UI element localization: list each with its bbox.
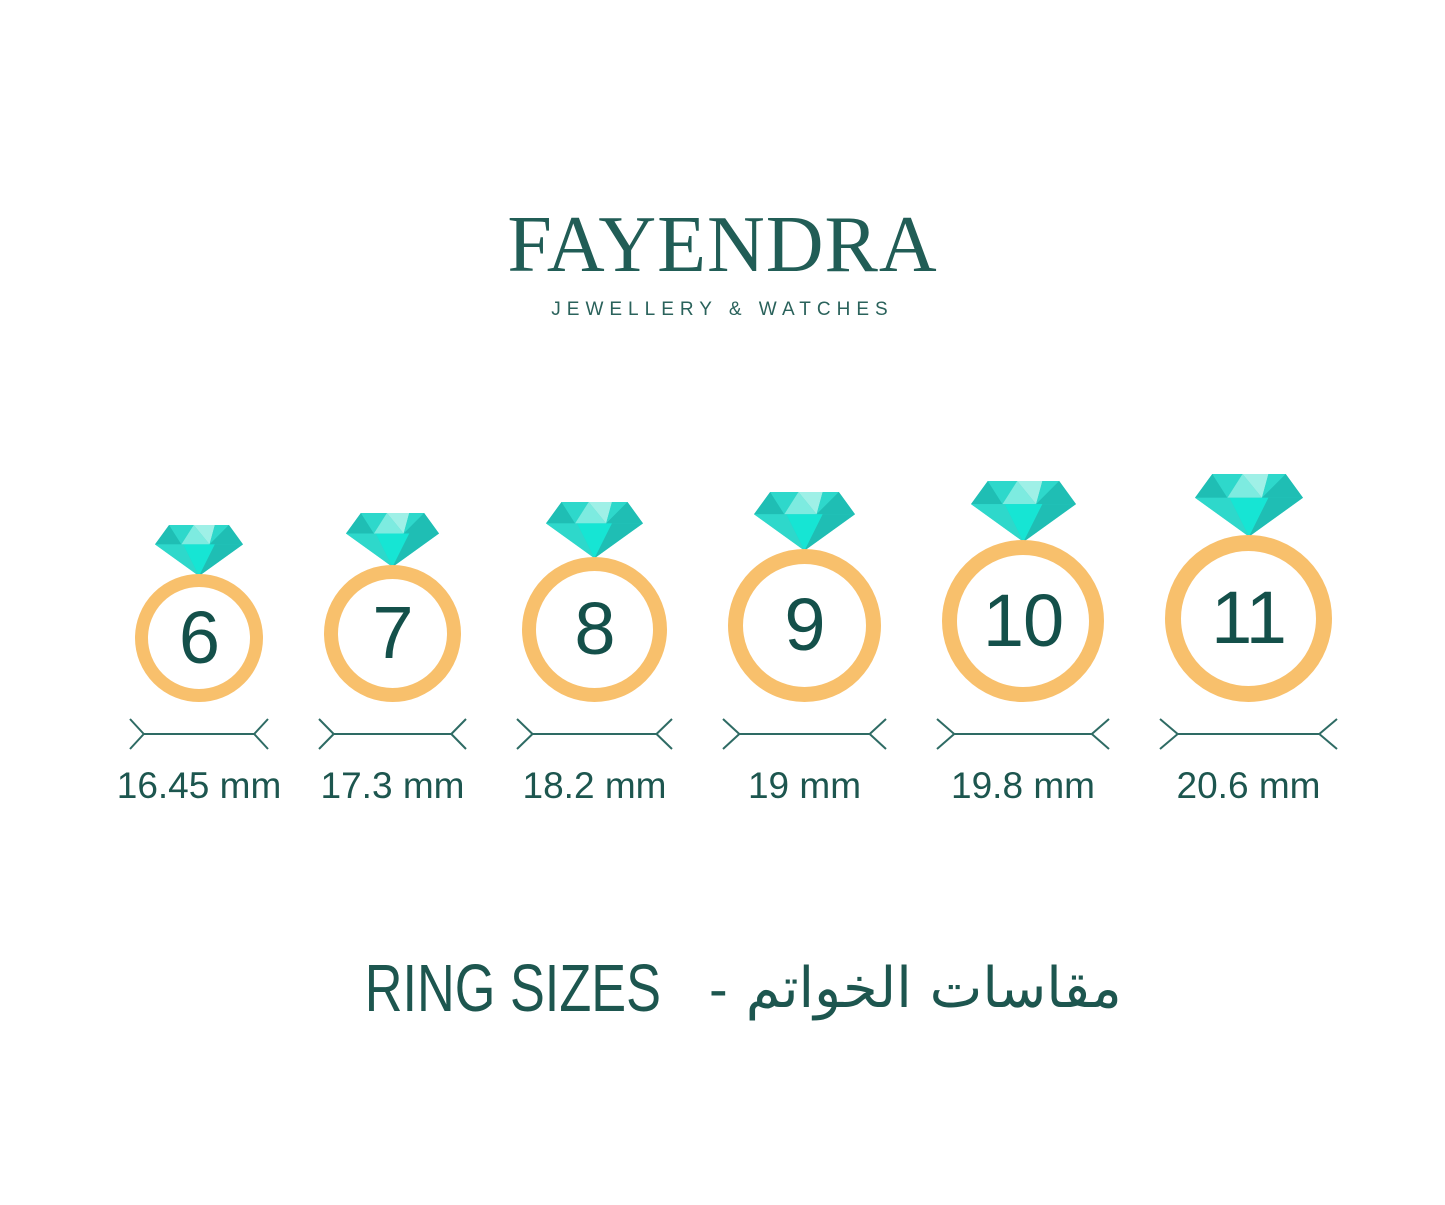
- brand-tagline: JEWELLERY & WATCHES: [551, 299, 894, 320]
- page-title: RING SIZES - مقاسات الخواتم: [0, 950, 1445, 1027]
- title-english: RING SIZES: [365, 951, 662, 1026]
- diamond-icon: [346, 512, 439, 567]
- ring-diameter-label: 20.6 mm: [1176, 764, 1321, 806]
- diameter-arrow-icon: [517, 717, 672, 751]
- ring-size-number: 11: [1211, 576, 1287, 660]
- ring-diameter-label: 19 mm: [747, 764, 862, 806]
- ring-band: 7: [324, 564, 461, 702]
- ring-size-number: 7: [372, 591, 413, 675]
- ring-diameter-label: 19.8 mm: [951, 764, 1095, 806]
- diameter-arrow-icon: [937, 717, 1109, 751]
- ring-figure: 7 17.3 mm: [324, 512, 461, 808]
- brand-name: FAYENDRA: [507, 201, 938, 289]
- ring-diameter-label: 18.2 mm: [522, 764, 667, 806]
- diamond-icon: [754, 492, 855, 551]
- diamond-icon: [546, 502, 643, 559]
- diameter-arrow-icon: [319, 717, 466, 751]
- ring-band: 9: [728, 548, 881, 702]
- title-separator: -: [709, 957, 728, 1020]
- rings-row: 6 16.45 mm: [0, 321, 1445, 808]
- brand-logo: FAYENDRA JEWELLERY & WATCHES: [0, 0, 1445, 321]
- ring-band: 6: [135, 573, 263, 702]
- diameter-arrow-icon: [1160, 717, 1337, 751]
- ring-band: 10: [942, 539, 1104, 702]
- ring-band: 8: [522, 556, 667, 702]
- diamond-icon: [155, 524, 243, 576]
- diameter-arrow-icon: [723, 717, 886, 751]
- ring-figure: 8 18.2 mm: [522, 502, 667, 808]
- ring-figure: 11 20.6 mm: [1165, 473, 1332, 808]
- ring-size-number: 10: [982, 578, 1064, 662]
- ring-diameter-label: 16.45 mm: [116, 764, 282, 806]
- ring-figure: 6 16.45 mm: [117, 524, 281, 808]
- ring-figure: 10 19.8 mm: [942, 480, 1104, 808]
- ring-size-number: 8: [574, 587, 615, 671]
- ring-size-number: 6: [178, 595, 220, 679]
- ring-size-number: 9: [784, 583, 825, 667]
- diamond-icon: [970, 480, 1076, 542]
- title-arabic: مقاسات الخواتم: [745, 956, 1122, 1021]
- diamond-icon: [1194, 473, 1303, 537]
- ring-diameter-label: 17.3 mm: [320, 764, 465, 806]
- ring-band: 11: [1165, 534, 1332, 702]
- ring-figure: 9 19 mm: [728, 492, 881, 808]
- diameter-arrow-icon: [130, 717, 268, 751]
